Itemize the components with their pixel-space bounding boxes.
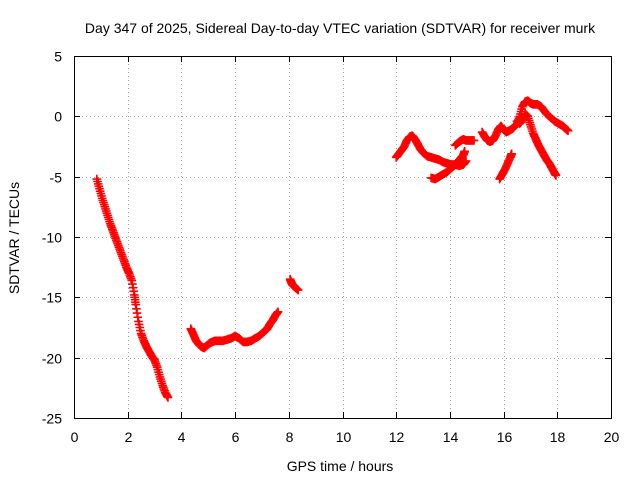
data-point [469,136,479,145]
x-tick-label: 8 [286,429,294,445]
grid [74,56,611,418]
data-point [460,147,469,156]
y-tick-label: 0 [54,109,62,125]
x-tick-label: 16 [497,429,513,445]
x-tick-label: 0 [71,429,79,445]
axis-ticks [74,56,612,419]
x-tick-label: 12 [389,429,405,445]
tick-labels: 0 2 4 6 8 10 12 14 16 18 20 -25 -20 -15 -10 -5 0 5 [42,49,620,446]
y-axis-label: SDTVAR / TECUs [6,182,22,294]
data-point [163,393,173,402]
y-tick-label: -5 [50,170,63,186]
data-point [551,171,561,180]
x-tick-label: 2 [125,429,133,445]
x-tick-label: 10 [336,429,352,445]
x-tick-label: 20 [604,429,620,445]
x-tick-label: 6 [232,429,240,445]
data-points [92,96,573,402]
y-tick-label: -20 [42,351,62,367]
x-tick-label: 4 [178,429,186,445]
data-point [461,156,471,166]
x-axis-label: GPS time / hours [287,458,394,474]
y-tick-label: -15 [42,290,62,306]
x-tick-label: 18 [550,429,566,445]
chart-title: Day 347 of 2025, Sidereal Day-to-day VTE… [85,20,596,36]
data-point [563,126,573,136]
x-tick-label: 14 [443,429,459,445]
y-tick-label: -25 [42,411,62,427]
y-tick-label: 5 [54,49,62,65]
y-tick-label: -10 [42,230,62,246]
data-point [507,149,516,159]
data-point [293,285,303,295]
data-point [273,307,283,317]
